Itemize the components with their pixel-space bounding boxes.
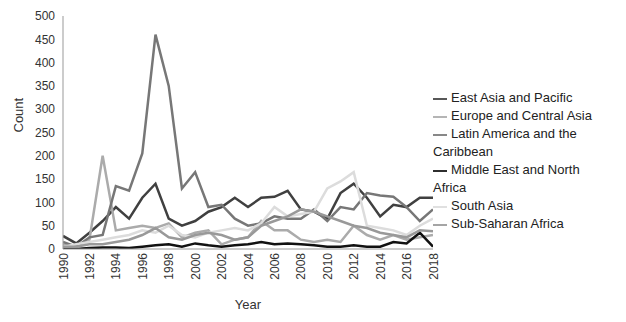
- svg-text:2012: 2012: [347, 253, 361, 280]
- svg-text:2008: 2008: [294, 253, 308, 280]
- svg-text:150: 150: [35, 172, 55, 186]
- svg-text:1998: 1998: [162, 253, 176, 280]
- svg-text:2018: 2018: [427, 253, 441, 280]
- svg-text:350: 350: [35, 79, 55, 93]
- svg-text:2000: 2000: [189, 253, 203, 280]
- svg-text:2014: 2014: [374, 253, 388, 280]
- svg-text:1992: 1992: [83, 253, 97, 280]
- svg-text:2004: 2004: [242, 253, 256, 280]
- svg-text:0: 0: [48, 242, 55, 256]
- svg-text:100: 100: [35, 196, 55, 210]
- svg-text:1996: 1996: [136, 253, 150, 280]
- svg-text:2016: 2016: [400, 253, 414, 280]
- svg-text:2006: 2006: [268, 253, 282, 280]
- svg-text:1990: 1990: [57, 253, 71, 280]
- html-text:Latin America and the Caribbea: Latin America and the Caribbean: [433, 126, 577, 159]
- svg-text:250: 250: [35, 126, 55, 140]
- html-text:Europe and Central Asia: Europe and Central Asia: [451, 108, 592, 123]
- svg-text:500: 500: [35, 9, 55, 23]
- svg-text:200: 200: [35, 149, 55, 163]
- html-text:South Asia: South Asia: [451, 198, 514, 213]
- svg-text:50: 50: [42, 219, 56, 233]
- svg-text:Count: Count: [11, 97, 26, 132]
- svg-text:Year: Year: [235, 297, 262, 312]
- svg-text:450: 450: [35, 33, 55, 47]
- svg-text:2002: 2002: [215, 253, 229, 280]
- html-text:East Asia and Pacific: East Asia and Pacific: [451, 90, 573, 105]
- html-text:Sub-Saharan Africa: Sub-Saharan Africa: [451, 216, 564, 231]
- html-text:Middle East and North Africa: Middle East and North Africa: [433, 162, 580, 195]
- svg-text:2010: 2010: [321, 253, 335, 280]
- svg-text:1994: 1994: [109, 253, 123, 280]
- svg-text:400: 400: [35, 56, 55, 70]
- svg-text:300: 300: [35, 102, 55, 116]
